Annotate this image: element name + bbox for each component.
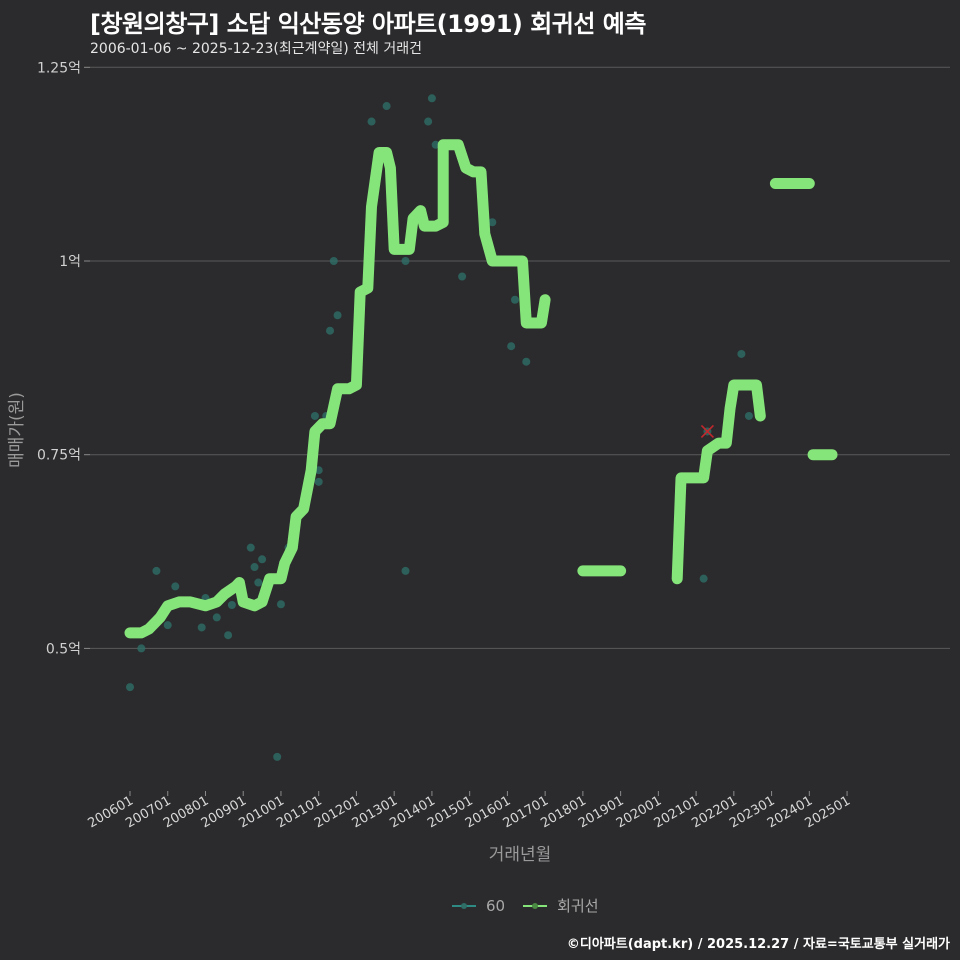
data-point — [522, 357, 531, 366]
y-axis: 1.25억 1억 0.75억 0.5억 — [37, 60, 90, 657]
data-point — [171, 582, 180, 591]
y-tick-label: 0.75억 — [37, 448, 81, 464]
data-point — [382, 102, 391, 111]
regression-segment — [124, 139, 551, 639]
y-tick-label: 1억 — [59, 254, 81, 270]
chart-title: [창원의창구] 소답 익산동양 아파트(1991) 회귀선 예측 — [90, 10, 646, 38]
data-point — [510, 295, 519, 304]
data-point — [254, 578, 263, 587]
scatter-points — [126, 94, 753, 761]
data-point — [163, 621, 172, 630]
y-axis-label: 매매가(원) — [7, 392, 27, 468]
data-point — [246, 543, 255, 552]
legend-label-regression: 회귀선 — [557, 897, 599, 915]
data-point — [310, 411, 319, 420]
legend: 60 회귀선 — [452, 895, 607, 916]
data-point — [424, 117, 433, 126]
regression-segment — [671, 379, 766, 585]
x-axis: 2006012007012008012009012010012011012012… — [86, 791, 853, 831]
x-axis-label: 거래년월 — [489, 845, 552, 865]
y-tick-label: 0.5억 — [46, 641, 81, 657]
data-point — [431, 140, 440, 149]
data-point — [197, 623, 206, 632]
data-point — [276, 600, 285, 609]
data-point — [737, 349, 746, 358]
data-point — [401, 566, 410, 575]
data-point — [258, 555, 267, 564]
data-point — [458, 272, 467, 281]
data-point — [744, 411, 753, 420]
data-point — [152, 566, 161, 575]
regression-line — [124, 139, 838, 639]
annotations — [700, 424, 714, 439]
legend-key-regression-icon — [523, 900, 548, 912]
data-point — [367, 117, 376, 126]
data-point — [224, 631, 233, 640]
data-point — [329, 257, 338, 265]
data-point — [314, 477, 323, 486]
data-point — [333, 311, 342, 320]
y-tick-label: 1.25억 — [37, 60, 81, 76]
legend-label-60: 60 — [486, 896, 506, 915]
data-point — [227, 601, 236, 610]
data-point — [273, 752, 282, 761]
legend-item-60: 60 — [452, 897, 505, 915]
chart-subtitle: 2006-01-06 ~ 2025-12-23(최근계약일) 전체 거래건 — [90, 41, 422, 57]
data-point — [507, 342, 516, 351]
grid-lines — [90, 66, 950, 649]
source-caption: ©디아파트(dapt.kr) / 2025.12.27 / 자료=국토교통부 실… — [566, 937, 950, 952]
legend-item-regression: 회귀선 — [523, 895, 599, 916]
data-point — [401, 257, 410, 265]
data-point — [488, 218, 497, 227]
legend-key-60-icon — [452, 900, 476, 912]
data-point — [699, 574, 708, 583]
data-point — [326, 326, 335, 335]
data-point — [427, 94, 436, 103]
data-point — [137, 644, 146, 653]
data-point — [126, 683, 134, 692]
data-point — [212, 613, 221, 622]
data-point — [250, 563, 259, 572]
